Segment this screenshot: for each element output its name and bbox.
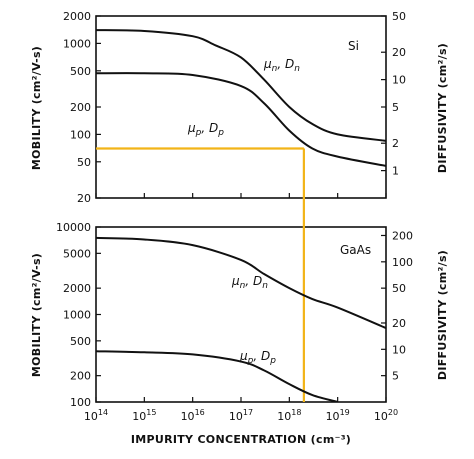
gaas-mu-n-label: μn, Dn — [231, 274, 268, 291]
si-mu-n-label: μn, Dn — [263, 57, 300, 74]
si-mobility-tick-label: 2000 — [63, 10, 91, 23]
si-mobility-tick-label: 500 — [70, 65, 91, 78]
gaas-diffusivity-tick-label: 100 — [392, 256, 413, 269]
gaas-diffusivity-axis-label: DIFFUSIVITY (cm²/s) — [436, 250, 449, 380]
gaas-mobility-tick-label: 200 — [70, 370, 91, 383]
gaas-diffusivity-tick-label: 10 — [392, 343, 406, 356]
concentration-axis-label: IMPURITY CONCENTRATION (cm⁻³) — [131, 433, 351, 446]
gaas-mobility-tick-label: 2000 — [63, 282, 91, 295]
concentration-tick-label: 1016 — [181, 408, 205, 423]
gaas-mobility-tick-label: 1000 — [63, 309, 91, 322]
si-diffusivity-tick-label: 10 — [392, 74, 406, 87]
concentration-tick-label: 1015 — [132, 408, 156, 423]
si-hole-curve — [96, 72, 386, 167]
concentration-tick-label: 1019 — [326, 408, 350, 423]
si-diffusivity-tick-label: 2 — [392, 137, 399, 150]
gaas-mu-p-label: μp, Dp — [239, 349, 276, 366]
gaas-curves — [96, 236, 386, 402]
concentration-tick-label: 1014 — [84, 408, 108, 423]
concentration-tick-label: 1020 — [374, 408, 398, 423]
si-mobility-tick-label: 50 — [77, 156, 91, 169]
gaas-diffusivity-tick-label: 200 — [392, 229, 413, 242]
gaas-hole-curve — [96, 350, 338, 402]
gaas-diffusivity-tick-label: 50 — [392, 282, 406, 295]
gaas-mobility-axis-label: MOBILITY (cm²/V-s) — [30, 253, 43, 377]
si-electron-curve — [96, 29, 386, 142]
gaas-concentration-ticks: 1014 1015 1016 1017 1018 1019 1020 — [84, 397, 398, 423]
si-diffusivity-tick-label: 50 — [392, 10, 406, 23]
si-diffusivity-ticks: 1 2 5 10 20 50 — [381, 10, 406, 178]
si-plot-frame — [95, 15, 387, 199]
si-mobility-axis-label: MOBILITY (cm²/V-s) — [30, 46, 43, 170]
si-panel: 20 50 100 200 500 1000 2000 1 2 5 10 20 50 Si μn, D… — [30, 10, 449, 205]
si-mobility-ticks: 20 50 100 200 500 1000 2000 — [63, 10, 387, 205]
si-diffusivity-tick-label: 1 — [392, 165, 399, 178]
si-mobility-tick-label: 20 — [77, 192, 91, 205]
si-diffusivity-axis-label: DIFFUSIVITY (cm²/s) — [436, 43, 449, 173]
gaas-diffusivity-ticks: 5 10 20 50 100 200 — [381, 229, 413, 383]
concentration-tick-label: 1018 — [277, 408, 301, 423]
si-diffusivity-tick-label: 5 — [392, 101, 399, 114]
si-mu-p-label: μp, Dp — [187, 121, 224, 138]
si-diffusivity-tick-label: 20 — [392, 46, 406, 59]
si-marker-lines — [96, 147, 305, 198]
si-mobility-tick-label: 1000 — [63, 37, 91, 50]
gaas-mobility-tick-label: 500 — [70, 335, 91, 348]
gaas-electron-curve — [96, 236, 386, 329]
gaas-mobility-tick-label: 100 — [70, 396, 91, 409]
gaas-mobility-tick-label: 10000 — [56, 221, 91, 234]
gaas-mobility-ticks: 100 200 500 1000 2000 5000 10000 — [56, 221, 101, 409]
si-curves — [96, 29, 386, 167]
gaas-diffusivity-tick-label: 5 — [392, 370, 399, 383]
gaas-material-label: GaAs — [340, 243, 371, 257]
gaas-mobility-tick-label: 5000 — [63, 247, 91, 260]
concentration-tick-label: 1017 — [229, 408, 253, 423]
si-mobility-tick-label: 200 — [70, 101, 91, 114]
si-mobility-tick-label: 100 — [70, 128, 91, 141]
gaas-diffusivity-tick-label: 20 — [392, 317, 406, 330]
si-material-label: Si — [348, 39, 359, 53]
